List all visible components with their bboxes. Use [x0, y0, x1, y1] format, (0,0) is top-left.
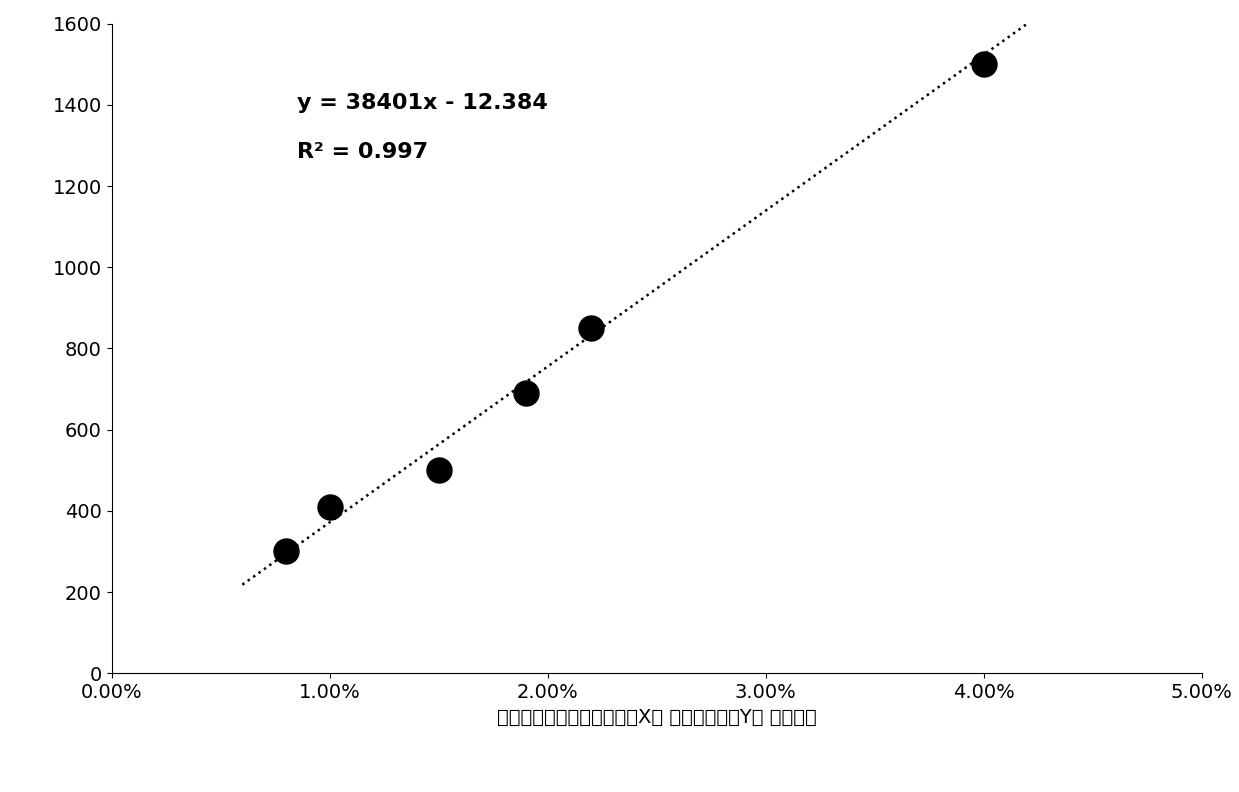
- Text: R² = 0.997: R² = 0.997: [297, 142, 427, 162]
- X-axis label: 碱式碳酸锇晶型线性曲线（X轴 浓度百分比，Y轴 响应値）: 碱式碳酸锇晶型线性曲线（X轴 浓度百分比，Y轴 响应値）: [497, 707, 817, 726]
- Point: [429, 464, 449, 477]
- Point: [515, 386, 535, 399]
- Point: [276, 545, 296, 558]
- Text: y = 38401x - 12.384: y = 38401x - 12.384: [297, 93, 548, 113]
- Point: [581, 322, 601, 334]
- Point: [320, 501, 339, 513]
- Point: [974, 58, 994, 70]
